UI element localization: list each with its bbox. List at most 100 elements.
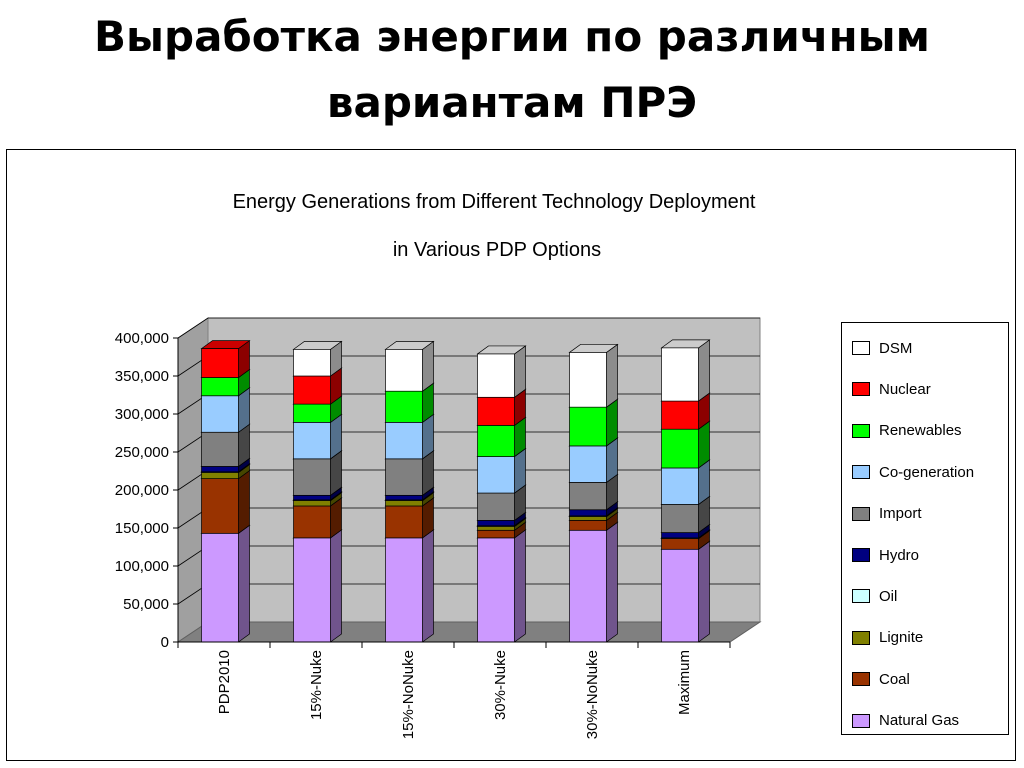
y-tick-label: 150,000 [115, 520, 169, 537]
legend-swatch [852, 382, 870, 397]
bar-segment [293, 458, 331, 496]
legend-label: Import [879, 505, 922, 523]
y-tick-label: 350,000 [115, 368, 169, 385]
slide-title: Выработка энергии по различным вариантам… [0, 4, 1024, 136]
bar-segment-side [698, 540, 710, 643]
bar-segment [385, 349, 423, 392]
bar-segment [201, 532, 239, 643]
bar-segment-side [606, 343, 618, 408]
bar-segment [661, 467, 699, 505]
bar-segment [569, 445, 607, 483]
bar-segment [293, 494, 331, 501]
legend-swatch [852, 548, 870, 562]
bar-segment [293, 500, 331, 507]
bar-segment-side [422, 340, 434, 392]
legend-swatch [852, 672, 870, 687]
legend-swatch [852, 589, 870, 604]
legend-label: Nuclear [879, 380, 931, 398]
legend-item: Natural Gas [852, 711, 959, 731]
x-tick-label: 30%-NoNuke [584, 650, 601, 739]
bar-stack [384, 340, 435, 643]
bar-segment [201, 377, 239, 397]
chart-title-line-1: Energy Generations from Different Techno… [233, 191, 756, 213]
bar-segment-side [698, 339, 710, 402]
legend-item: Coal [852, 669, 910, 689]
legend-swatch [852, 506, 870, 521]
x-tick-label: 30%-Nuke [492, 650, 509, 720]
bar-segment [477, 520, 515, 527]
bar-segment [661, 400, 699, 430]
x-tick-label: PDP2010 [216, 650, 233, 714]
legend: DSM Nuclear Renewables Co-generation Import H… [841, 322, 1009, 735]
bar-segment [477, 353, 515, 398]
bar-segment [385, 458, 423, 496]
bar-segment-side [514, 529, 526, 643]
bar-segment-side [606, 521, 618, 643]
bar-segment [661, 504, 699, 533]
bar-segment [201, 472, 239, 479]
bar-segment-side [238, 469, 250, 535]
bar-segment-side [238, 524, 250, 643]
slide-title-line-1: Выработка энергии по различным [94, 12, 930, 61]
bar-segment [569, 482, 607, 511]
bar-segment-side [514, 345, 526, 398]
bar-segment [201, 466, 239, 473]
legend-label: Lignite [879, 629, 924, 647]
bar-segment [385, 422, 423, 460]
bar-segment [201, 395, 239, 433]
bar-segment [661, 532, 699, 539]
bar-segment [569, 352, 607, 408]
bar-segment [477, 492, 515, 521]
bar-segment [385, 505, 423, 539]
bar-stack [660, 339, 711, 643]
legend-item: Nuclear [852, 379, 931, 399]
y-tick-label: 0 [161, 634, 169, 651]
bar-segment [569, 529, 607, 643]
legend-label: Co-generation [879, 463, 975, 481]
bar-segment [385, 537, 423, 643]
bar-segment [385, 494, 423, 501]
bar-stack [292, 340, 343, 643]
bar-segment [477, 537, 515, 643]
legend-item: Hydro [852, 545, 919, 565]
legend-label: Oil [879, 587, 898, 605]
bar-segment [661, 548, 699, 643]
bar-segment [477, 396, 515, 426]
bar-segment [385, 500, 423, 507]
bar-segment-side [330, 529, 342, 643]
x-tick-label: 15%-NoNuke [400, 650, 417, 739]
y-tick-label: 250,000 [115, 444, 169, 461]
legend-label: Coal [879, 670, 910, 688]
bar-stack [476, 345, 527, 643]
legend-item: Renewables [852, 421, 962, 441]
bar-segment [569, 509, 607, 517]
gridline [177, 317, 760, 339]
y-tick-label: 200,000 [115, 482, 169, 499]
bar-segment [661, 538, 699, 550]
legend-label: DSM [879, 339, 913, 357]
legend-swatch [852, 630, 870, 645]
legend-swatch [852, 465, 870, 480]
bar-segment [569, 520, 607, 531]
x-tick-label: Maximum [676, 650, 693, 715]
y-tick-label: 400,000 [115, 330, 169, 347]
bar-segment [569, 406, 607, 447]
y-tick-label: 50,000 [123, 596, 169, 613]
bar-segment [661, 347, 699, 402]
legend-item: Lignite [852, 628, 923, 648]
legend-label: Renewables [879, 422, 962, 440]
bar-segment [293, 403, 331, 423]
bars [200, 339, 711, 643]
bar-segment [385, 390, 423, 423]
bar-segment-side [422, 529, 434, 643]
x-tick-label: 15%-Nuke [308, 650, 325, 720]
bar-segment [293, 375, 331, 405]
legend-label: Hydro [879, 546, 920, 564]
bar-stack [568, 343, 619, 643]
y-tick-label: 100,000 [115, 558, 169, 575]
bar-segment [477, 456, 515, 494]
bar-segment [293, 349, 331, 377]
legend-item: DSM [852, 338, 912, 358]
legend-swatch [852, 423, 870, 438]
